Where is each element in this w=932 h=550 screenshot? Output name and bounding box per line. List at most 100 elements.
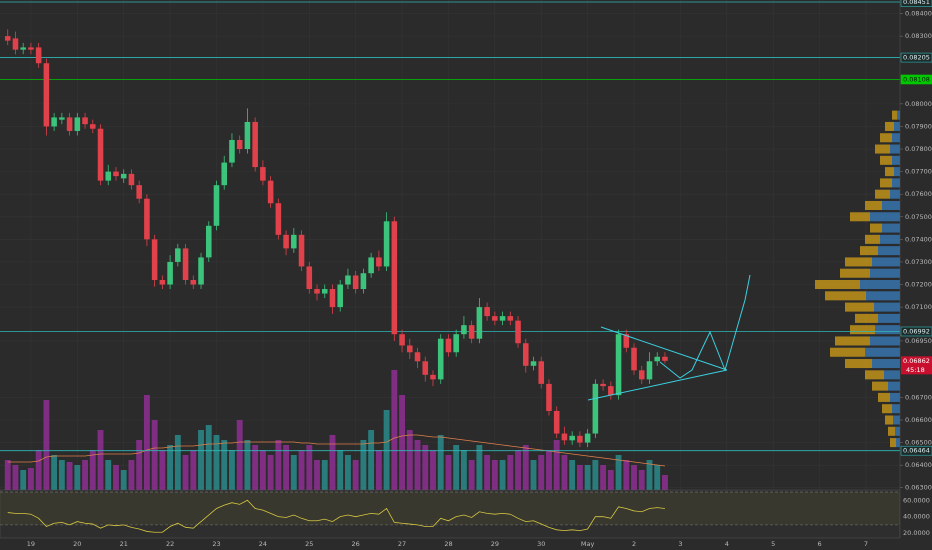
- volume-bar: [198, 430, 204, 490]
- volume-bar: [507, 455, 514, 490]
- volume-bar: [352, 460, 359, 490]
- y-tick-label: 0.08400: [905, 10, 932, 18]
- volume-bar: [275, 440, 282, 490]
- profile-down: [835, 336, 870, 346]
- candle-body: [190, 280, 197, 285]
- profile-down: [878, 392, 890, 402]
- candle-body: [507, 316, 514, 321]
- y-tick-label: 0.06400: [905, 461, 932, 469]
- candle-body: [492, 316, 498, 321]
- volume-bar: [128, 460, 135, 490]
- candle-body: [175, 248, 181, 262]
- candle-body: [120, 173, 127, 179]
- profile-down: [850, 325, 875, 335]
- candle-body: [368, 257, 374, 274]
- rsi-tick-label: 20.0000: [903, 529, 930, 537]
- volume-bar: [12, 465, 19, 490]
- candle-body: [561, 433, 568, 441]
- trend-line: [587, 369, 728, 401]
- volume-bar: [66, 462, 73, 490]
- candle-body: [213, 185, 220, 226]
- y-tick-label: 0.07500: [905, 213, 932, 221]
- level-label-bg: [900, 326, 932, 337]
- volume-bar: [530, 460, 537, 490]
- profile-down: [890, 438, 896, 448]
- volume-bar: [4, 460, 11, 490]
- volume-bar: [74, 465, 81, 490]
- candle-body: [546, 383, 552, 411]
- profile-down: [880, 178, 892, 188]
- countdown-label: 45:18: [906, 366, 925, 374]
- candle-body: [260, 167, 266, 181]
- volume: [4, 370, 668, 490]
- profile-up: [878, 246, 900, 256]
- rsi: [0, 491, 900, 533]
- volume-bar: [484, 455, 491, 490]
- profile-up: [888, 381, 900, 391]
- volume-bar: [205, 425, 212, 490]
- profile-up: [897, 110, 900, 120]
- volume-bar: [252, 445, 259, 490]
- last-price-bg: [901, 356, 932, 375]
- volume-bar: [20, 470, 27, 490]
- profile-up: [892, 133, 900, 143]
- volume-bar: [120, 470, 127, 490]
- candle-body: [522, 343, 529, 366]
- volume-bar: [236, 420, 243, 490]
- volume-bar: [561, 455, 568, 490]
- candle-body: [352, 275, 359, 290]
- candle-body: [151, 239, 158, 280]
- candle-body: [476, 307, 483, 339]
- volume-bar: [97, 430, 104, 490]
- candle-body: [291, 234, 297, 249]
- x-tick-label: 22: [166, 540, 174, 548]
- volume-bar: [143, 395, 150, 490]
- y-tick-label: 0.06300: [905, 484, 932, 492]
- x-tick-label: 3: [678, 540, 682, 548]
- candle-body: [608, 386, 614, 396]
- x-tick-label: 6: [818, 540, 822, 548]
- y-tick-label: 0.07900: [905, 122, 932, 130]
- price-axis: [900, 0, 932, 550]
- volume-bar: [174, 435, 181, 490]
- y-tick-label: 0.08000: [905, 100, 932, 108]
- candle-body: [569, 435, 575, 441]
- y-tick-label: 0.07600: [905, 190, 932, 198]
- y-tick-label: 0.07400: [905, 235, 932, 243]
- volume-bar: [569, 460, 576, 490]
- profile-down: [885, 415, 893, 425]
- candle-body: [12, 38, 19, 50]
- profile-up: [865, 347, 900, 357]
- level-label-bg: [900, 74, 932, 85]
- volume-bar: [229, 450, 235, 490]
- volume-bar: [244, 440, 251, 490]
- rsi-tick-label: 40.0000: [903, 513, 930, 521]
- volume-bar: [27, 468, 34, 490]
- volume-bar: [491, 460, 498, 490]
- profile-down: [825, 291, 866, 301]
- profile-up: [882, 200, 900, 210]
- volume-bar: [136, 440, 143, 490]
- volume-bar: [321, 460, 328, 490]
- volume-bar: [105, 460, 112, 490]
- volume-bar: [522, 445, 529, 490]
- volume-bar: [584, 465, 591, 490]
- x-tick-label: 27: [398, 540, 406, 548]
- volume-bar: [159, 450, 166, 490]
- volume-bar: [82, 460, 88, 490]
- level-label-bg: [900, 52, 932, 63]
- volume-bar: [553, 440, 560, 490]
- profile-up: [872, 359, 900, 369]
- candle-body: [499, 316, 506, 321]
- profile-down: [850, 212, 870, 222]
- candle-body: [20, 47, 26, 50]
- volume-bar: [422, 445, 429, 490]
- profile-down: [875, 144, 890, 154]
- y-tick-label: 0.07800: [905, 145, 932, 153]
- volume-bar: [375, 450, 382, 490]
- volume-bar: [190, 450, 197, 490]
- candle-body: [646, 361, 653, 380]
- volume-bar: [406, 430, 413, 490]
- volume-bar: [259, 450, 266, 490]
- x-tick-label: 5: [771, 540, 775, 548]
